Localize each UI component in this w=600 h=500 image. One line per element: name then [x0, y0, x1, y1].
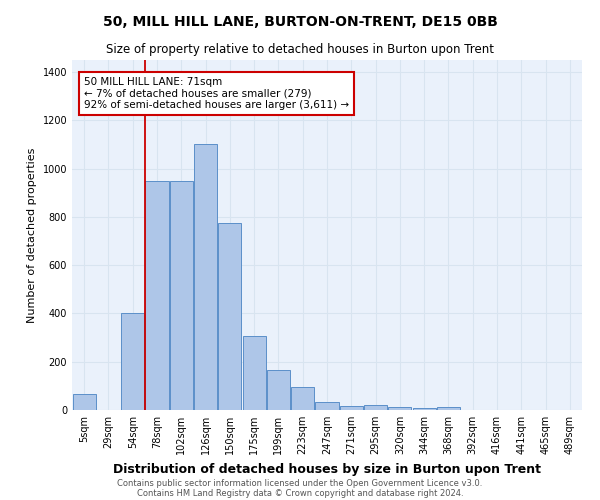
- Bar: [194, 144, 217, 410]
- Bar: [413, 408, 436, 410]
- Bar: [145, 180, 169, 410]
- Bar: [340, 406, 363, 410]
- Bar: [73, 394, 95, 410]
- Bar: [170, 180, 193, 410]
- Bar: [364, 405, 387, 410]
- X-axis label: Distribution of detached houses by size in Burton upon Trent: Distribution of detached houses by size …: [113, 462, 541, 475]
- Bar: [316, 402, 338, 410]
- Bar: [242, 336, 266, 410]
- Text: Contains public sector information licensed under the Open Government Licence v3: Contains public sector information licen…: [118, 478, 482, 488]
- Text: Contains HM Land Registry data © Crown copyright and database right 2024.: Contains HM Land Registry data © Crown c…: [137, 488, 463, 498]
- Bar: [291, 387, 314, 410]
- Text: Size of property relative to detached houses in Burton upon Trent: Size of property relative to detached ho…: [106, 42, 494, 56]
- Y-axis label: Number of detached properties: Number of detached properties: [27, 148, 37, 322]
- Text: 50 MILL HILL LANE: 71sqm
← 7% of detached houses are smaller (279)
92% of semi-d: 50 MILL HILL LANE: 71sqm ← 7% of detache…: [84, 77, 349, 110]
- Bar: [218, 223, 241, 410]
- Text: 50, MILL HILL LANE, BURTON-ON-TRENT, DE15 0BB: 50, MILL HILL LANE, BURTON-ON-TRENT, DE1…: [103, 15, 497, 29]
- Bar: [267, 370, 290, 410]
- Bar: [437, 407, 460, 410]
- Bar: [121, 314, 144, 410]
- Bar: [388, 407, 412, 410]
